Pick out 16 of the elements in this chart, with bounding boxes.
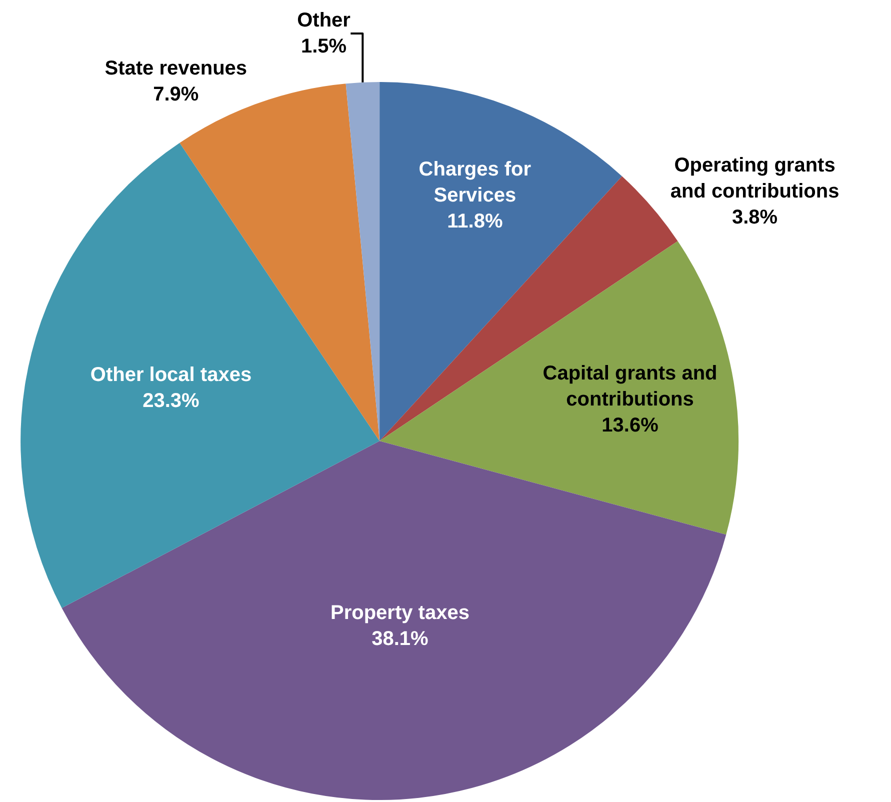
slice-label: Other xyxy=(297,10,351,32)
slice-label: State revenues xyxy=(104,58,248,80)
data-label: 11.8% xyxy=(447,210,503,232)
slice-label: Charges for Services xyxy=(418,158,532,206)
data-label: 3.8% xyxy=(732,206,778,228)
slice-label: Other local taxes xyxy=(90,364,252,386)
data-label: 1.5% xyxy=(300,36,347,58)
data-label: 7.9% xyxy=(153,84,199,106)
data-label: 38.1% xyxy=(372,628,429,650)
slice-label: Operating grants and contributions xyxy=(670,154,840,202)
slice-label: Property taxes xyxy=(330,602,470,624)
slice-label: Capital grants and contributions xyxy=(542,362,718,411)
pie-slice xyxy=(62,441,726,800)
data-label: 23.3% xyxy=(142,390,200,412)
data-label: 13.6% xyxy=(602,414,659,437)
pie-slice xyxy=(380,241,738,535)
